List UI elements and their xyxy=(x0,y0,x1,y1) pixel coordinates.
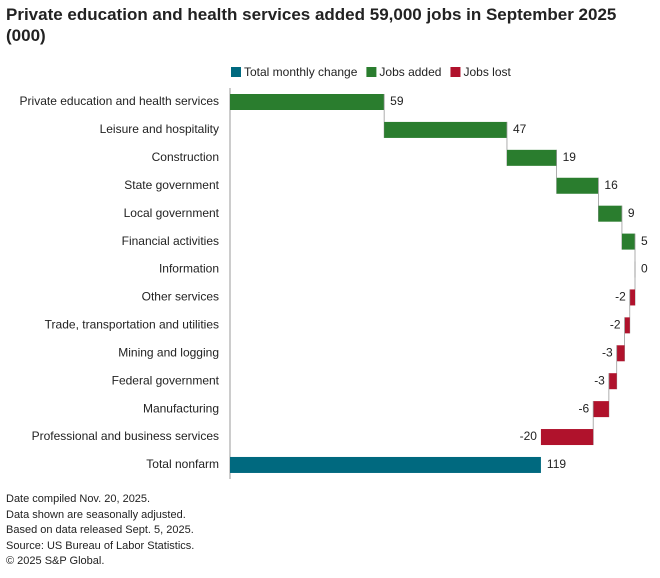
y-tick-label: Local government xyxy=(124,206,220,220)
bar xyxy=(230,456,541,473)
note: Based on data released Sept. 5, 2025. xyxy=(6,524,194,536)
y-tick-label: Federal government xyxy=(112,373,220,387)
legend-label: Total monthly change xyxy=(244,65,358,79)
value-label: -20 xyxy=(520,429,538,443)
bar xyxy=(384,121,507,138)
value-label: -2 xyxy=(610,318,621,332)
y-tick-label: Other services xyxy=(142,290,219,304)
legend-swatch xyxy=(231,67,241,77)
y-tick-label: Information xyxy=(159,262,219,276)
y-tick-label: Total nonfarm xyxy=(146,457,219,471)
note: Data shown are seasonally adjusted. xyxy=(6,508,186,521)
note: Date compiled Nov. 20, 2025. xyxy=(6,493,151,505)
legend-label: Jobs lost xyxy=(463,65,511,79)
value-label: -6 xyxy=(579,401,590,415)
y-tick-label: Construction xyxy=(152,150,219,164)
y-tick-label: State government xyxy=(124,178,219,192)
bar xyxy=(598,205,622,222)
legend-swatch xyxy=(366,67,377,77)
bar xyxy=(593,401,609,418)
note: © 2025 S&P Global. xyxy=(6,555,105,567)
legend-label: Jobs added xyxy=(379,65,441,79)
chart: Total monthly change Jobs added Jobs lost P… xyxy=(20,65,648,479)
y-tick-label: Private education and health services xyxy=(20,94,219,108)
bar xyxy=(621,233,635,250)
value-label: -3 xyxy=(594,373,605,387)
bar xyxy=(230,94,385,110)
value-label: 5 xyxy=(641,234,648,248)
y-tick-label: Leisure and hospitality xyxy=(100,122,219,136)
legend-swatch xyxy=(450,67,461,77)
value-label: 19 xyxy=(563,150,577,164)
y-tick-label: Trade, transportation and utilities xyxy=(45,318,219,332)
notes: Date compiled Nov. 20, 2025. Data shown a… xyxy=(6,492,194,570)
bar xyxy=(616,345,625,362)
note: Source: US Bureau of Labor Statistics. xyxy=(6,539,195,552)
bar xyxy=(506,149,557,166)
value-label: 47 xyxy=(513,122,527,136)
chart-title: Private education and health services ad… xyxy=(6,5,617,45)
value-label: 16 xyxy=(604,178,618,192)
bar xyxy=(556,177,599,194)
value-label: 119 xyxy=(547,457,566,471)
value-label: 9 xyxy=(628,206,635,220)
bar xyxy=(629,289,635,306)
y-tick-label: Mining and logging xyxy=(118,345,219,359)
value-label: -2 xyxy=(615,290,626,304)
value-label: -3 xyxy=(602,345,613,359)
bar xyxy=(540,429,594,446)
bar xyxy=(608,373,617,390)
y-tick-label: Financial activities xyxy=(122,234,219,248)
y-tick-label: Professional and business services xyxy=(32,429,219,443)
bar xyxy=(624,317,630,334)
value-label: 0 xyxy=(641,262,648,276)
y-tick-label: Manufacturing xyxy=(143,401,219,415)
value-label: 59 xyxy=(390,94,404,108)
